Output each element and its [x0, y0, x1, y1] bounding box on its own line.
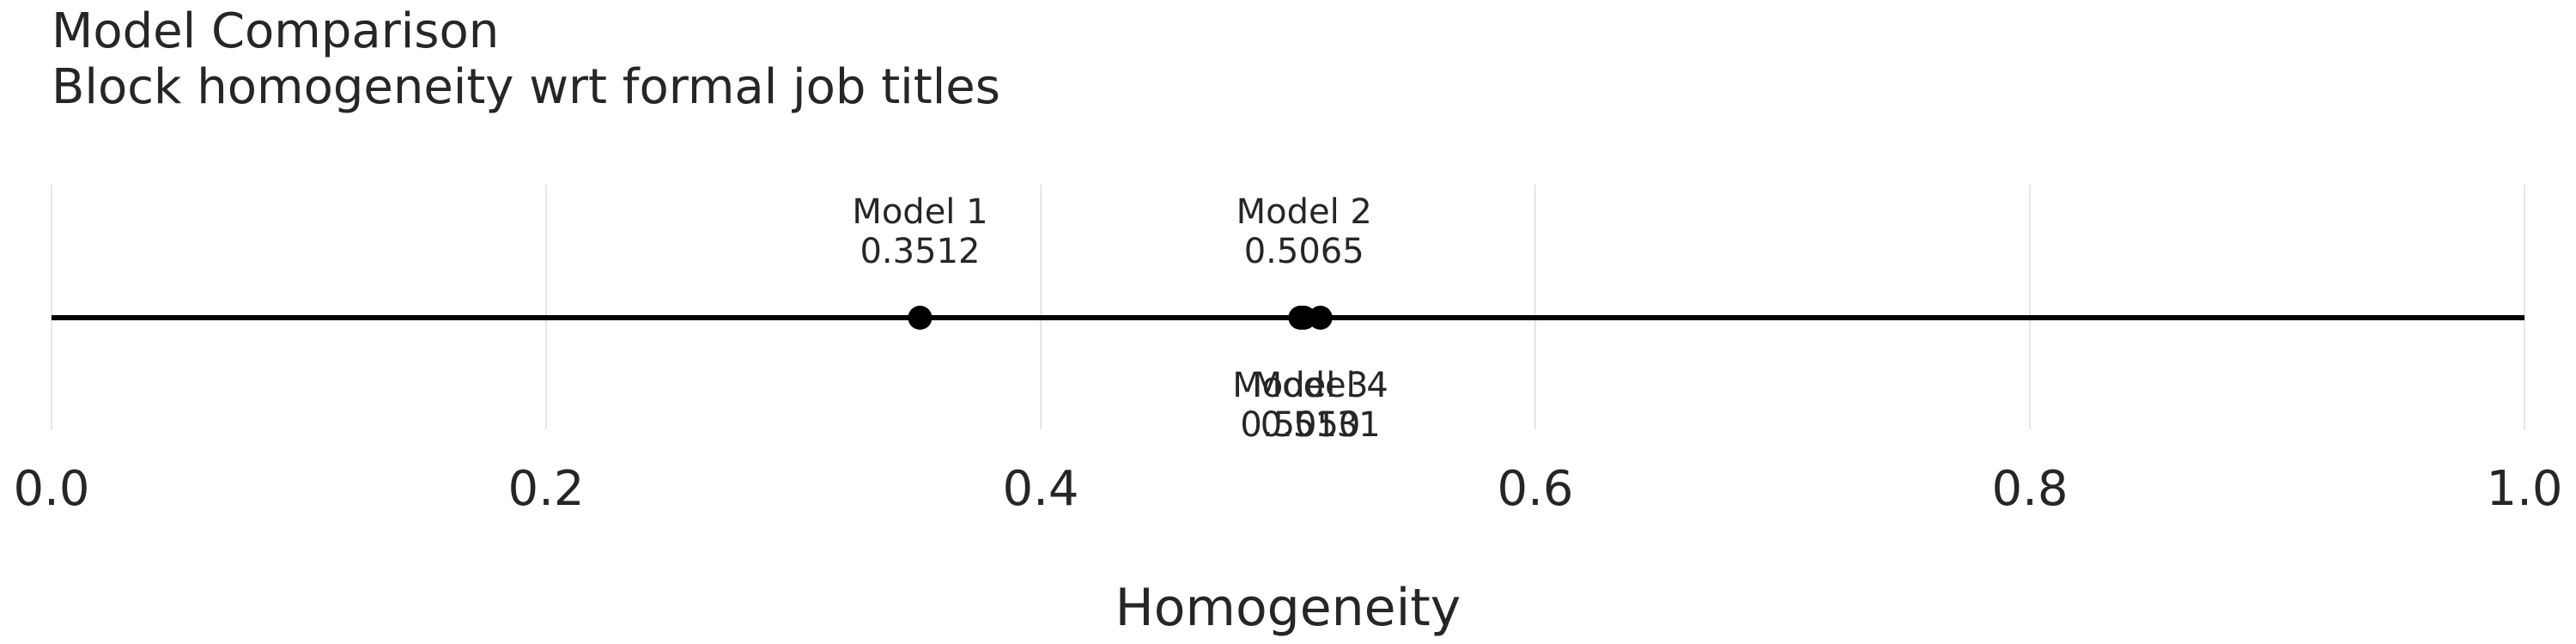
grid	[51, 185, 2525, 429]
x-tick-label: 0.0	[13, 461, 89, 517]
data-point	[1308, 306, 1333, 330]
x-tick-label: 0.2	[507, 461, 584, 517]
point-name-label: Model 2	[1236, 192, 1372, 232]
chart-title: Model Comparison	[52, 3, 499, 59]
x-tick-label: 1.0	[2486, 461, 2562, 517]
data-point	[1288, 306, 1313, 330]
point-value-label: 0.5131	[1261, 405, 1381, 445]
x-tick-label: 0.4	[1002, 461, 1078, 517]
x-tick-label: 0.6	[1497, 461, 1573, 517]
point-value-label: 0.3512	[860, 232, 980, 271]
data-points	[908, 306, 1333, 330]
point-name-label: Model 1	[852, 192, 987, 232]
point-name-label: Model 4	[1253, 366, 1388, 405]
point-value-label: 0.5065	[1244, 232, 1364, 271]
x-axis-label: Homogeneity	[1115, 578, 1461, 638]
point-value-label: 0.5050	[1240, 405, 1360, 445]
data-point	[908, 306, 933, 330]
point-name-label: Model 3	[1232, 366, 1368, 405]
chart-subtitle: Block homogeneity wrt formal job titles	[52, 59, 1000, 115]
data-labels: Model 10.3512 Model 20.5065 Model 30.5050M…	[852, 192, 1388, 445]
x-ticks: 0.0 0.2 0.4 0.6 0.8 1.0	[13, 461, 2562, 517]
x-tick-label: 0.8	[1991, 461, 2068, 517]
